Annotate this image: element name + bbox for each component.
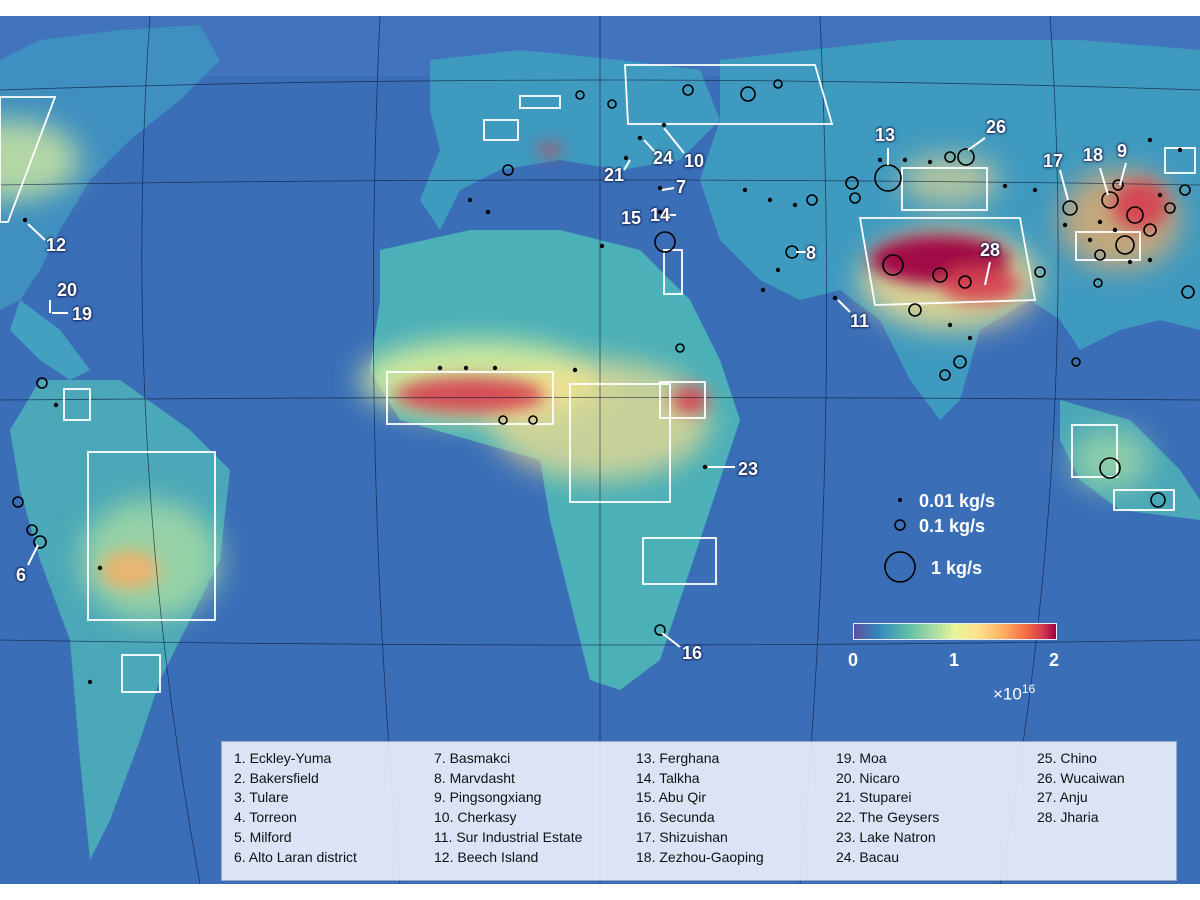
site-legend-item: 2. Bakersfield: [234, 769, 319, 786]
size-marker-medium: [894, 519, 906, 531]
site-label-13: 13: [875, 125, 896, 145]
size-legend-medium: 0.1 kg/s: [919, 516, 986, 536]
site-legend-item: 14. Talkha: [636, 769, 700, 786]
colorbar-tick-2: 2: [1049, 650, 1060, 670]
site-legend-item: 23. Lake Natron: [836, 828, 936, 845]
site-label-6: 6: [16, 565, 27, 585]
colorbar-exponent: 16: [1021, 682, 1036, 696]
site-legend-item: 10. Cherkasy: [434, 809, 517, 826]
site-label-15: 15: [621, 208, 642, 228]
site-label-7: 7: [676, 177, 687, 197]
site-legend-item: 24. Bacau: [836, 848, 900, 865]
site-legend: 1. Eckley-Yuma 2. Bakersfield 3. Tulare …: [221, 741, 1177, 881]
site-label-16: 16: [682, 643, 703, 663]
site-label-12: 12: [46, 235, 67, 255]
colorbar-tick-0: 0: [848, 650, 859, 670]
site-legend-item: 12. Beech Island: [434, 848, 539, 865]
site-label-21: 21: [604, 165, 625, 185]
site-legend-item: 1. Eckley-Yuma: [234, 750, 332, 766]
site-legend-item: 11. Sur Industrial Estate: [434, 828, 583, 845]
site-legend-item: 22. The Geysers: [836, 809, 940, 826]
site-legend-item: 5. Milford: [234, 828, 292, 845]
site-legend-item: 8. Marvdasht: [434, 769, 515, 786]
site-legend-item: 25. Chino: [1037, 750, 1097, 766]
site-legend-column-3: 13. Ferghana 14. Talkha 15. Abu Qir 16. …: [636, 749, 764, 867]
site-legend-item: 26. Wucaiwan: [1037, 769, 1125, 786]
site-legend-item: 19. Moa: [836, 750, 887, 766]
site-label-28: 28: [980, 240, 1001, 260]
label-leader-lines: [27, 127, 1127, 648]
site-label-18: 18: [1083, 145, 1104, 165]
site-legend-item: 28. Jharia: [1037, 809, 1099, 826]
size-marker-small: [898, 498, 902, 502]
colorbar-multiplier-base: ×10: [993, 684, 1022, 704]
site-legend-item: 3. Tulare: [234, 789, 289, 806]
site-label-14: 14: [650, 205, 671, 225]
colorbar: [853, 623, 1057, 640]
site-legend-item: 27. Anju: [1037, 789, 1088, 806]
site-legend-column-2: 7. Basmakci 8. Marvdasht 9. Pingsongxian…: [434, 749, 582, 867]
site-legend-item: 7. Basmakci: [434, 750, 511, 766]
colorbar-multiplier: ×1016: [993, 682, 1035, 705]
size-legend-markers: [884, 498, 916, 583]
site-label-10: 10: [684, 151, 705, 171]
site-label-8: 8: [806, 243, 817, 263]
site-legend-column-5: 25. Chino 26. Wucaiwan 27. Anju 28. Jhar…: [1037, 749, 1125, 828]
site-legend-item: 4. Torreon: [234, 809, 297, 826]
site-legend-item: 21. Stuparei: [836, 789, 912, 806]
colorbar-tick-1: 1: [949, 650, 960, 670]
site-label-24: 24: [653, 148, 674, 168]
site-legend-item: 17. Shizuishan: [636, 828, 728, 845]
site-legend-item: 13. Ferghana: [636, 750, 720, 766]
site-legend-column-4: 19. Moa 20. Nicaro 21. Stuparei 22. The …: [836, 749, 939, 867]
site-label-9: 9: [1117, 141, 1128, 161]
size-legend-large: 1 kg/s: [931, 558, 983, 578]
source-markers: [12, 79, 1195, 636]
site-label-17: 17: [1043, 151, 1064, 171]
site-legend-item: 6. Alto Laran district: [234, 848, 357, 865]
size-legend-small: 0.01 kg/s: [919, 491, 996, 511]
site-label-23: 23: [738, 459, 759, 479]
site-legend-column-1: 1. Eckley-Yuma 2. Bakersfield 3. Tulare …: [234, 749, 357, 867]
site-label-11: 11: [850, 311, 870, 331]
site-legend-item: 20. Nicaro: [836, 769, 900, 786]
site-legend-item: 9. Pingsongxiang: [434, 789, 542, 806]
size-marker-large: [884, 551, 916, 583]
site-legend-item: 16. Secunda: [636, 809, 715, 826]
central-america: [10, 300, 90, 380]
site-legend-item: 18. Zezhou-Gaoping: [636, 848, 764, 865]
europe: [420, 50, 720, 230]
site-label-19: 19: [72, 304, 93, 324]
site-label-26: 26: [986, 117, 1007, 137]
source-marker-dots: [22, 122, 1183, 685]
site-label-20: 20: [57, 280, 78, 300]
site-legend-item: 15. Abu Qir: [636, 789, 707, 806]
